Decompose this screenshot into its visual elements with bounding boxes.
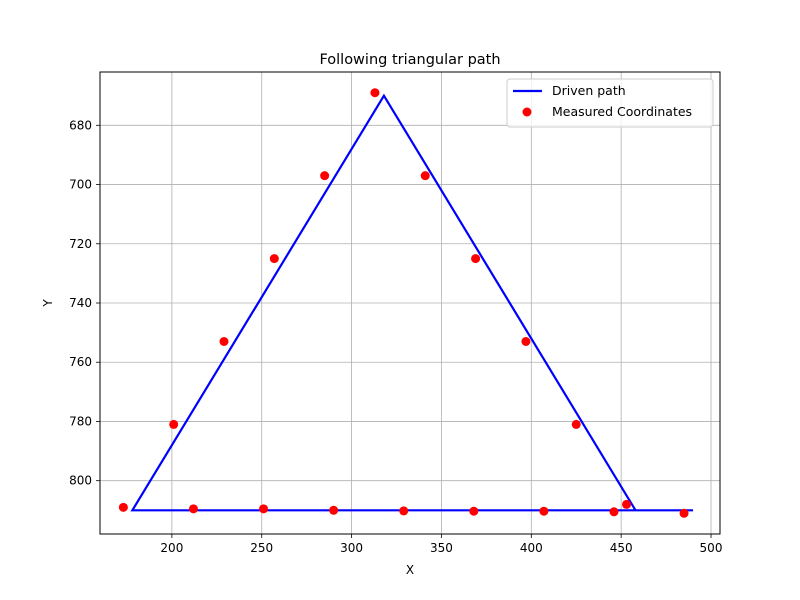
measured-coordinate-point (329, 505, 339, 515)
measured-coordinate-point (118, 502, 128, 512)
legend: Driven path Measured Coordinates (506, 78, 714, 128)
legend-marker-swatch (522, 107, 532, 117)
measured-coordinate-point (269, 254, 279, 264)
series-layer (118, 88, 694, 518)
x-tick-label: 350 (430, 541, 453, 555)
measured-coordinate-point (679, 508, 689, 518)
x-tick-label: 300 (340, 541, 363, 555)
measured-coordinate-point (320, 171, 330, 181)
y-tick-label: 760 (69, 355, 92, 369)
chart-title: Following triangular path (319, 52, 500, 68)
measured-coordinate-point (169, 419, 179, 429)
legend-label-measured-coordinates: Measured Coordinates (552, 104, 692, 119)
measured-coordinate-point (521, 337, 531, 346)
measured-coordinate-point (622, 499, 632, 509)
y-tick-label: 700 (69, 178, 92, 192)
ticks: 200 250 300 350 400 450 500 680 700 720 740 760 780 8… (69, 118, 722, 555)
y-tick-label: 780 (69, 414, 92, 428)
measured-coordinate-point (219, 337, 229, 346)
x-tick-label: 250 (250, 541, 273, 555)
y-tick-label: 720 (69, 237, 92, 251)
x-tick-label: 450 (610, 541, 633, 555)
measured-coordinate-point (469, 506, 479, 516)
measured-coordinate-point (420, 171, 430, 181)
measured-coordinate-point (609, 507, 619, 517)
series-driven-path-line (130, 93, 694, 512)
y-tick-label: 680 (69, 118, 92, 132)
measured-coordinate-point (370, 88, 380, 98)
y-tick-label: 740 (69, 296, 92, 310)
measured-coordinate-point (539, 506, 549, 516)
x-tick-label: 200 (160, 541, 183, 555)
legend-box (506, 78, 714, 128)
y-axis-label: Y (41, 299, 55, 308)
measured-coordinate-point (259, 504, 269, 514)
measured-coordinate-point (399, 506, 409, 516)
x-tick-label: 400 (520, 541, 543, 555)
measured-coordinate-point (471, 254, 481, 264)
legend-label-driven-path: Driven path (552, 83, 626, 98)
measured-coordinate-point (188, 504, 198, 514)
x-tick-label: 500 (700, 541, 723, 555)
x-axis-label: X (406, 563, 414, 577)
y-tick-label: 800 (69, 474, 92, 488)
measured-coordinate-point (571, 419, 581, 429)
